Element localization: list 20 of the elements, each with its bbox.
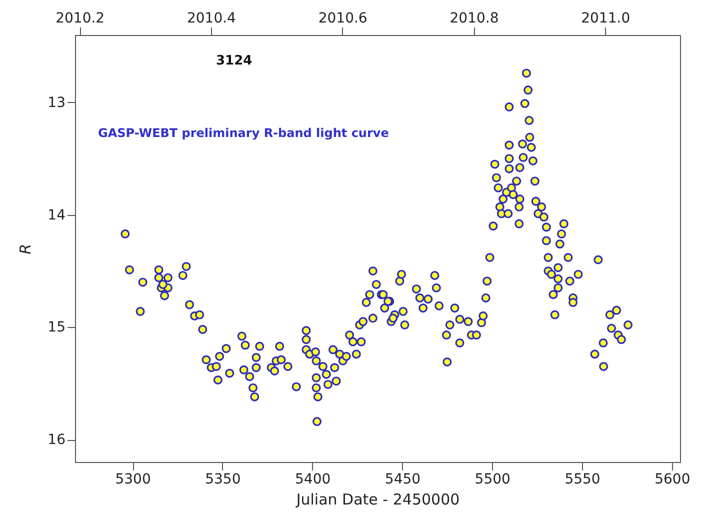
x-tick-label: 5600 (654, 472, 690, 488)
y-tick-label: 13 (48, 94, 66, 111)
y-tick-label: 16 (48, 432, 66, 448)
y-axis-title: R (16, 244, 35, 254)
x2-tick-label: 2010.6 (318, 10, 368, 26)
x-tick-label: 5450 (384, 472, 421, 488)
x-tick-label: 5400 (295, 472, 331, 488)
x-tick-label: 5300 (115, 472, 151, 488)
x-tick-label: 5350 (205, 472, 241, 488)
x2-tick-label: 2010.2 (56, 10, 105, 26)
x-axis-title: Julian Date - 2450000 (295, 490, 460, 508)
x2-tick-label: 2010.8 (450, 10, 499, 26)
x-tick-label: 5550 (564, 472, 600, 488)
x2-tick-label: 2011.0 (581, 10, 630, 26)
annotation: GASP-WEBT preliminary R-band light curve (98, 126, 389, 140)
y-tick-label: 15 (48, 320, 66, 336)
x-tick-label: 5500 (474, 472, 510, 488)
y-tick-label: 14 (48, 207, 66, 224)
annotation: 3124 (216, 54, 252, 69)
x2-tick-label: 2010.4 (186, 10, 236, 26)
